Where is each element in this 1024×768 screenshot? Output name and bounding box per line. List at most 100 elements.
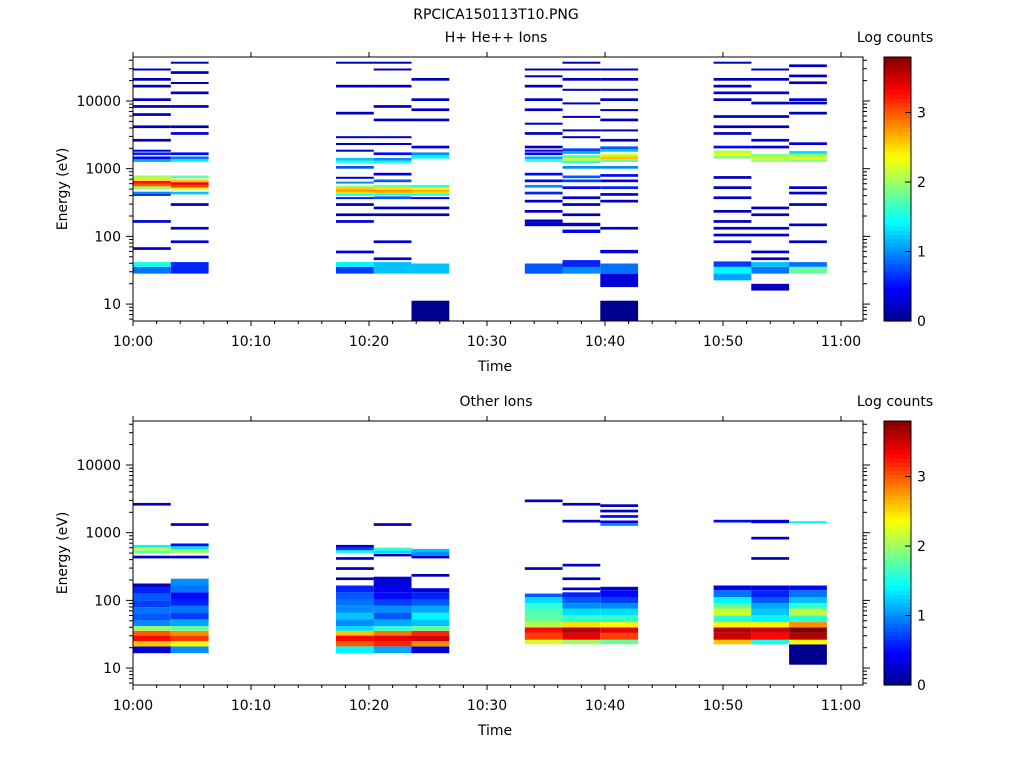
colorbar-swatch	[884, 127, 911, 132]
colorbar-swatch	[884, 499, 911, 505]
heatmap-cell	[713, 84, 752, 88]
heatmap-cell	[170, 523, 209, 526]
heatmap-cell	[524, 184, 563, 188]
heatmap-cell	[562, 196, 601, 200]
colorbar-swatch	[884, 77, 911, 83]
heatmap-cell	[600, 273, 639, 288]
heatmap-cell	[524, 145, 563, 149]
heatmap-cell	[600, 622, 639, 628]
heatmap-cell	[562, 175, 601, 179]
colorbar-swatch	[884, 421, 911, 426]
heatmap-cell	[170, 555, 209, 559]
heatmap-cell	[524, 199, 563, 203]
heatmap-cell	[789, 521, 827, 524]
colorbar-swatch	[884, 614, 911, 620]
heatmap-cell	[373, 605, 412, 613]
heatmap-cell	[524, 149, 563, 152]
heatmap-cell	[789, 603, 827, 609]
heatmap-cell	[336, 181, 374, 184]
heatmap-cell	[562, 577, 601, 581]
colorbar-swatch	[884, 524, 911, 529]
panel-title: Other Ions	[459, 394, 532, 410]
colorbar-swatch	[884, 573, 911, 579]
colorbar-swatch	[884, 623, 911, 628]
heatmap-cell	[411, 263, 450, 274]
heatmap-cell	[562, 102, 601, 105]
colorbar-swatch	[884, 94, 911, 99]
heatmap-cell	[170, 125, 209, 129]
heatmap-cell	[336, 191, 374, 194]
colorbar-swatch	[884, 557, 911, 562]
colorbar-swatch	[884, 230, 911, 235]
heatmap-cell	[524, 627, 563, 633]
heatmap-cell	[789, 644, 827, 665]
colorbar-swatch	[884, 102, 911, 108]
heatmap-cell	[170, 156, 209, 160]
heatmap-cell	[411, 626, 450, 631]
heatmap-cell	[713, 61, 752, 64]
heatmap-cell	[789, 156, 827, 160]
heatmap-cell	[373, 196, 412, 200]
heatmap-cell	[133, 544, 171, 548]
heatmap-cell	[751, 266, 790, 274]
colorbar-swatch	[884, 478, 911, 484]
heatmap-cell	[751, 145, 790, 149]
colorbar-swatch	[884, 271, 911, 277]
heatmap-cell	[524, 191, 563, 195]
heatmap-cell	[411, 118, 450, 122]
heatmap-cell	[600, 109, 639, 112]
heatmap-cell	[789, 159, 827, 162]
heatmap-cell	[600, 263, 639, 274]
heatmap-cell	[170, 549, 209, 553]
heatmap-cell	[562, 260, 601, 267]
colorbar-swatch	[884, 234, 911, 240]
heatmap-cell	[600, 603, 639, 609]
colorbar-swatch	[884, 425, 911, 430]
heatmap-cell	[411, 189, 450, 192]
heatmap-cell	[411, 555, 450, 559]
heatmap-cell	[789, 597, 827, 604]
colorbar-label: Log counts	[857, 394, 933, 410]
heatmap-cell	[170, 132, 209, 135]
colorbar-swatch	[884, 672, 911, 678]
heatmap-cell	[789, 191, 827, 195]
heatmap-cell	[524, 122, 563, 125]
heatmap-cell	[133, 113, 171, 116]
heatmap-cell	[133, 220, 171, 223]
colorbar-swatch	[884, 511, 911, 517]
heatmap-cells	[133, 499, 827, 665]
heatmap-cell	[411, 605, 450, 613]
colorbar-swatch	[884, 316, 911, 322]
colorbar-swatch	[884, 106, 911, 112]
heatmap-cell	[133, 152, 171, 156]
heatmap-cell	[562, 563, 601, 567]
heatmap-cell	[170, 91, 209, 95]
colorbar-swatch	[884, 544, 911, 550]
colorbar: 0 1 2 3	[883, 56, 926, 330]
colorbar-swatch	[884, 664, 911, 670]
heatmap-cell	[562, 78, 601, 81]
heatmap-cell	[336, 250, 374, 254]
heatmap-cell	[713, 125, 752, 129]
heatmap-cell	[133, 84, 171, 88]
heatmap-cell	[170, 262, 209, 274]
colorbar-swatch	[884, 454, 911, 459]
heatmap-cell	[133, 593, 171, 601]
heatmap-cell	[751, 615, 790, 623]
heatmap-cell	[600, 98, 639, 101]
colorbar-swatch	[884, 123, 911, 128]
heatmap-cell	[170, 635, 209, 641]
colorbar-tick-label: 3	[917, 470, 926, 486]
heatmap-cell	[170, 187, 209, 191]
heatmap-cell	[713, 585, 752, 591]
colorbar-swatch	[884, 213, 911, 219]
heatmap-cell	[562, 587, 601, 591]
colorbar-swatch	[884, 635, 911, 641]
heatmap-cell	[713, 233, 752, 237]
heatmap-cell	[751, 226, 790, 230]
heatmap-cell	[373, 553, 412, 557]
x-tick-label: 10:10	[231, 698, 271, 714]
heatmap-cell	[751, 206, 790, 210]
heatmap-cell	[373, 206, 412, 210]
heatmap-cell	[373, 193, 412, 196]
